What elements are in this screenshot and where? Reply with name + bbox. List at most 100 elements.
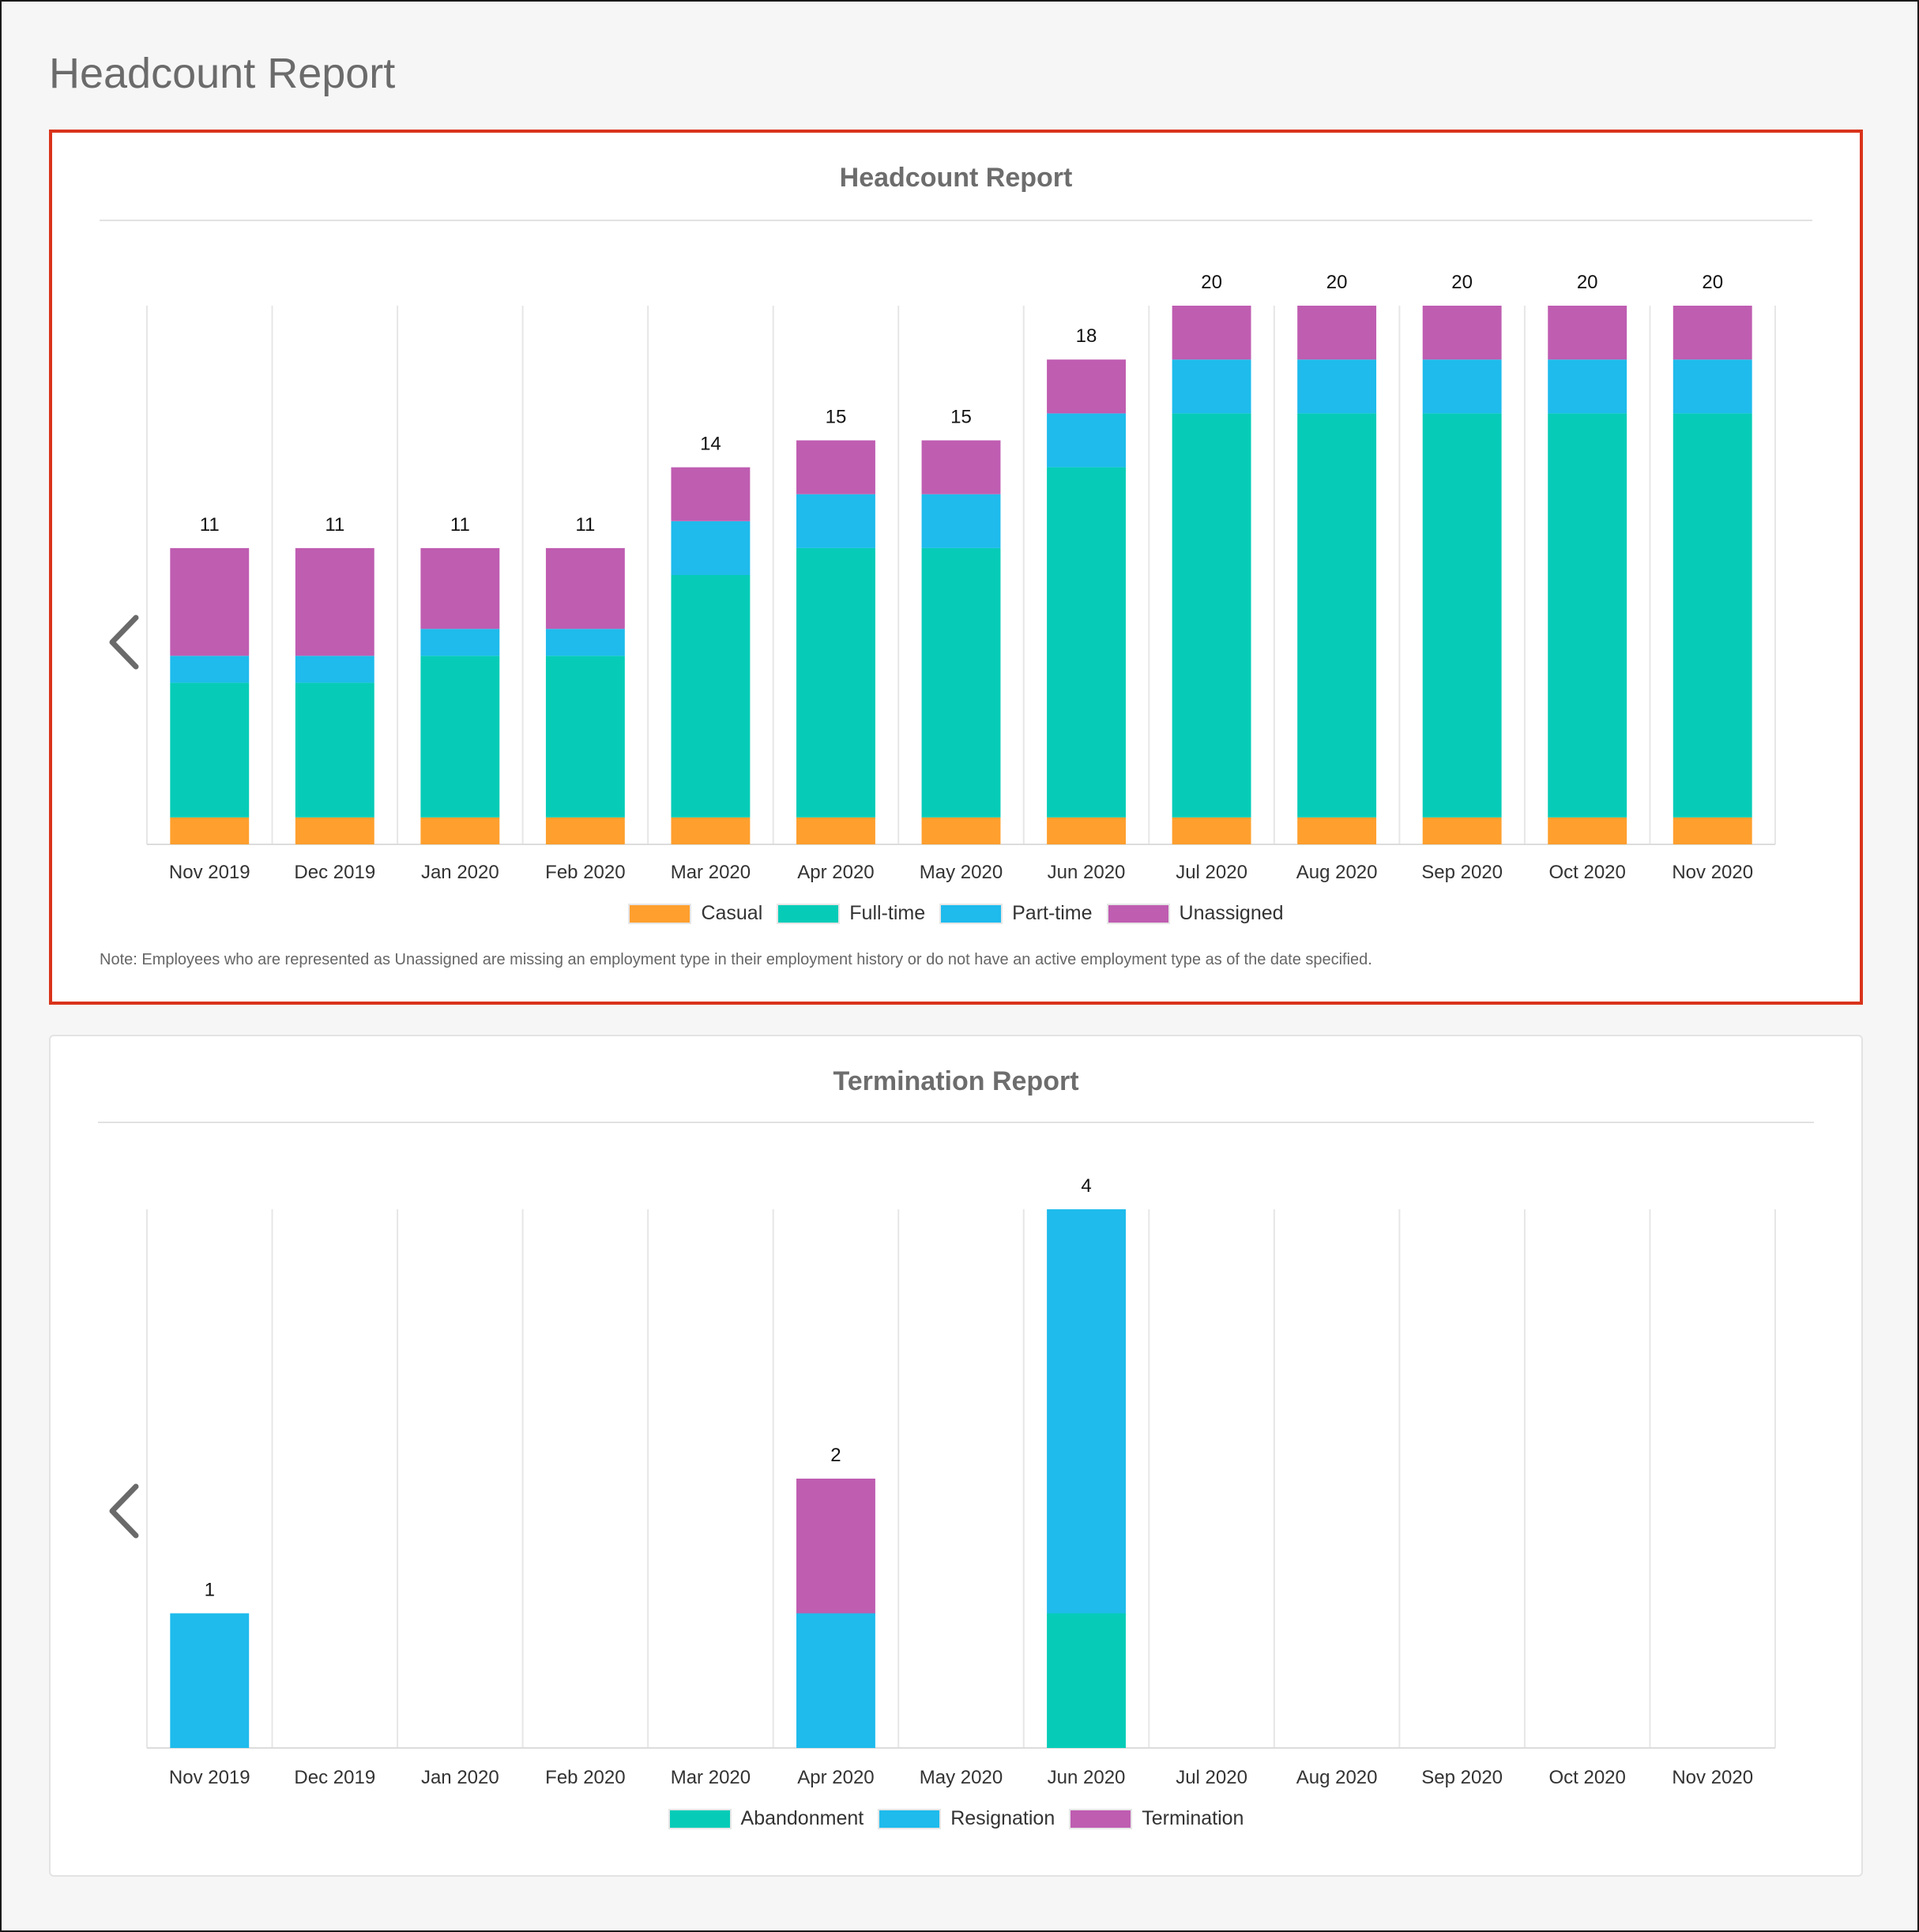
legend-swatch [939,903,1003,924]
bar-full-time [420,656,500,818]
bar-unassigned [921,440,1001,494]
legend-swatch [1106,903,1170,924]
bar-total-label: 20 [1201,272,1222,293]
bar-full-time [671,575,751,818]
bar-resignation [796,1613,875,1748]
x-tick-label: Jun 2020 [1048,1767,1126,1788]
legend-item-full-time[interactable]: Full-time [777,902,925,925]
headcount-chart: 11 Nov 2019 11 Dec 2019 11 Jan 2020 11 Feb 2020… [146,272,1776,883]
legend-swatch [878,1808,942,1829]
x-tick-label: Mar 2020 [671,862,751,883]
bar-unassigned [1297,306,1377,360]
bar-unassigned [420,547,500,630]
bar-part-time [1422,359,1502,414]
x-tick-label: Nov 2020 [1672,1767,1753,1788]
x-tick-label: Nov 2020 [1672,862,1753,883]
bar-total-label: 20 [1577,272,1598,293]
bar-casual [1047,817,1126,844]
bar-full-time [295,682,374,818]
x-tick-label: Feb 2020 [545,862,625,883]
termination-legend: Abandonment Resignation Termination [51,1807,1861,1830]
bar-full-time [170,682,250,818]
chevron-left-icon[interactable] [101,1475,149,1547]
headcount-legend: Casual Full-time Part-time Unassigned [52,902,1860,925]
bar-total-label: 20 [1451,272,1473,293]
bar-full-time [1422,413,1502,818]
legend-item-part-time[interactable]: Part-time [939,902,1093,925]
x-tick-label: Jul 2020 [1176,1767,1247,1788]
page-title: Headcount Report [49,50,396,97]
bar-casual [796,817,875,844]
bar-unassigned [1047,359,1126,414]
legend-item-abandonment[interactable]: Abandonment [668,1807,864,1830]
x-tick-label: Aug 2020 [1296,1767,1378,1788]
x-tick-label: Jan 2020 [421,862,499,883]
x-tick-label: Jun 2020 [1048,862,1126,883]
bar-total-label: 2 [830,1445,841,1466]
headcount-report-card: Headcount Report 11 Nov 2019 11 Dec 2019 11 J… [49,130,1863,1005]
bar-casual [921,817,1001,844]
bar-total-label: 20 [1702,272,1723,293]
termination-title-divider [98,1122,1814,1123]
legend-swatch [1069,1808,1133,1829]
bar-casual [295,817,374,844]
x-tick-label: May 2020 [920,1767,1003,1788]
x-tick-label: Dec 2019 [294,862,375,883]
legend-label: Part-time [1012,902,1093,924]
legend-item-unassigned[interactable]: Unassigned [1106,902,1284,925]
x-tick-label: Sep 2020 [1421,862,1503,883]
chevron-left-icon[interactable] [101,607,149,678]
legend-label: Casual [701,902,763,924]
bar-unassigned [295,547,374,656]
bar-total-label: 20 [1326,272,1348,293]
bar-full-time [1047,467,1126,818]
bar-part-time [671,521,751,575]
bar-part-time [170,656,250,683]
x-tick-label: Jan 2020 [421,1767,499,1788]
x-tick-label: Jul 2020 [1176,862,1247,883]
bar-full-time [921,547,1001,818]
x-tick-label: Feb 2020 [545,1767,625,1788]
x-tick-label: Apr 2020 [797,1767,874,1788]
bar-total-label: 11 [575,514,595,536]
bar-unassigned [796,440,875,494]
legend-label: Abandonment [740,1807,864,1829]
x-tick-label: Nov 2019 [169,862,250,883]
x-tick-label: Apr 2020 [797,862,874,883]
bar-part-time [1673,359,1752,414]
bar-termination [796,1479,875,1614]
bar-unassigned [1172,306,1251,360]
legend-item-resignation[interactable]: Resignation [878,1807,1055,1830]
bar-full-time [1172,413,1251,818]
headcount-title-divider [100,220,1812,221]
bar-casual [671,817,751,844]
bar-full-time [1673,413,1752,818]
bar-part-time [796,494,875,548]
x-tick-label: Nov 2019 [169,1767,250,1788]
legend-item-casual[interactable]: Casual [628,902,762,925]
bar-full-time [796,547,875,818]
termination-chart: 1 Nov 2019 Dec 2019 Jan 2020 Feb 2020 Mar 202… [146,1175,1776,1788]
bar-casual [1297,817,1377,844]
legend-item-termination[interactable]: Termination [1069,1807,1244,1830]
headcount-chart-title: Headcount Report [839,163,1073,193]
legend-swatch [628,903,692,924]
bar-resignation [1047,1209,1126,1614]
bar-total-label: 11 [325,514,344,536]
bar-casual [1172,817,1251,844]
bar-part-time [1172,359,1251,414]
bar-unassigned [1422,306,1502,360]
bar-total-label: 15 [950,407,972,428]
legend-label: Termination [1142,1807,1244,1829]
bar-total-label: 14 [700,434,721,455]
bar-full-time [1297,413,1377,818]
bar-resignation [170,1613,250,1748]
legend-swatch [777,903,841,924]
termination-report-card: Termination Report 1 Nov 2019 Dec 2019 Jan … [49,1035,1863,1877]
headcount-note: Note: Employees who are represented as U… [100,951,1372,968]
bar-total-label: 11 [450,514,470,536]
bar-abandonment [1047,1613,1126,1748]
bar-unassigned [1673,306,1752,360]
bar-unassigned [1548,306,1627,360]
